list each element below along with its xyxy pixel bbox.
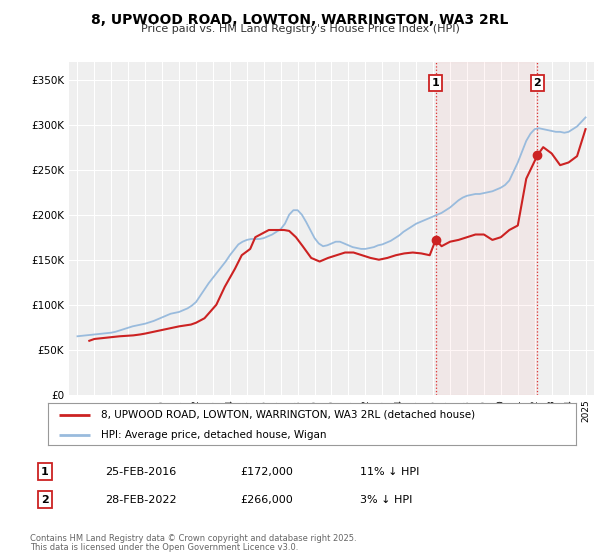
- Text: This data is licensed under the Open Government Licence v3.0.: This data is licensed under the Open Gov…: [30, 543, 298, 552]
- Text: 1: 1: [432, 78, 440, 88]
- Text: 11% ↓ HPI: 11% ↓ HPI: [360, 466, 419, 477]
- Text: 2: 2: [533, 78, 541, 88]
- Bar: [436, 62, 538, 395]
- Text: £266,000: £266,000: [240, 494, 293, 505]
- Text: 3% ↓ HPI: 3% ↓ HPI: [360, 494, 412, 505]
- Text: 1: 1: [41, 466, 49, 477]
- Text: 8, UPWOOD ROAD, LOWTON, WARRINGTON, WA3 2RL: 8, UPWOOD ROAD, LOWTON, WARRINGTON, WA3 …: [91, 13, 509, 27]
- Text: £172,000: £172,000: [240, 466, 293, 477]
- Text: 25-FEB-2016: 25-FEB-2016: [105, 466, 176, 477]
- Text: HPI: Average price, detached house, Wigan: HPI: Average price, detached house, Wiga…: [101, 430, 326, 440]
- Text: 28-FEB-2022: 28-FEB-2022: [105, 494, 176, 505]
- Text: Price paid vs. HM Land Registry's House Price Index (HPI): Price paid vs. HM Land Registry's House …: [140, 24, 460, 34]
- Text: 8, UPWOOD ROAD, LOWTON, WARRINGTON, WA3 2RL (detached house): 8, UPWOOD ROAD, LOWTON, WARRINGTON, WA3 …: [101, 409, 475, 419]
- Text: Contains HM Land Registry data © Crown copyright and database right 2025.: Contains HM Land Registry data © Crown c…: [30, 534, 356, 543]
- Text: 2: 2: [41, 494, 49, 505]
